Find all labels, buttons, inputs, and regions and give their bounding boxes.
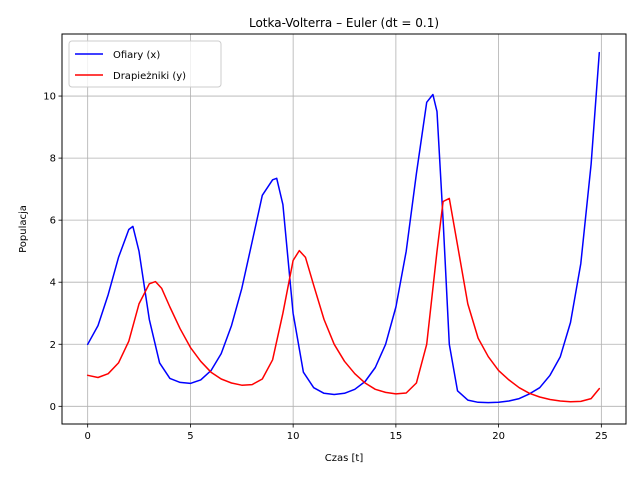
y-tick-label: 10 xyxy=(43,92,56,103)
legend-label-ofiary: Ofiary (x) xyxy=(113,50,160,61)
y-axis: 0 2 4 6 8 10 xyxy=(43,92,62,413)
y-tick-label: 2 xyxy=(50,340,56,351)
series-line-0 xyxy=(86,51,601,404)
x-axis: 0 5 10 15 20 25 xyxy=(84,424,608,442)
chart-title: Lotka-Volterra – Euler (dt = 0.1) xyxy=(249,16,439,30)
y-tick-label: 8 xyxy=(50,154,56,165)
y-tick-label: 6 xyxy=(50,216,56,227)
legend-box xyxy=(68,40,222,88)
x-tick-label: 5 xyxy=(187,431,193,442)
series-layer xyxy=(86,51,601,404)
y-axis-label: Populacja xyxy=(18,205,29,253)
y-tick-label: 0 xyxy=(50,402,56,413)
x-axis-label: Czas [t] xyxy=(325,453,364,464)
legend: Ofiary (x) Drapieżniki (y) xyxy=(68,40,222,88)
plot-frame xyxy=(61,33,627,425)
x-tick-label: 10 xyxy=(287,431,300,442)
y-tick-label: 4 xyxy=(50,278,56,289)
x-tick-label: 25 xyxy=(595,431,608,442)
x-tick-label: 15 xyxy=(390,431,403,442)
series-line-1 xyxy=(86,197,601,403)
legend-label-drapiezniki: Drapieżniki (y) xyxy=(113,71,186,82)
x-tick-label: 0 xyxy=(84,431,90,442)
x-tick-label: 20 xyxy=(492,431,505,442)
